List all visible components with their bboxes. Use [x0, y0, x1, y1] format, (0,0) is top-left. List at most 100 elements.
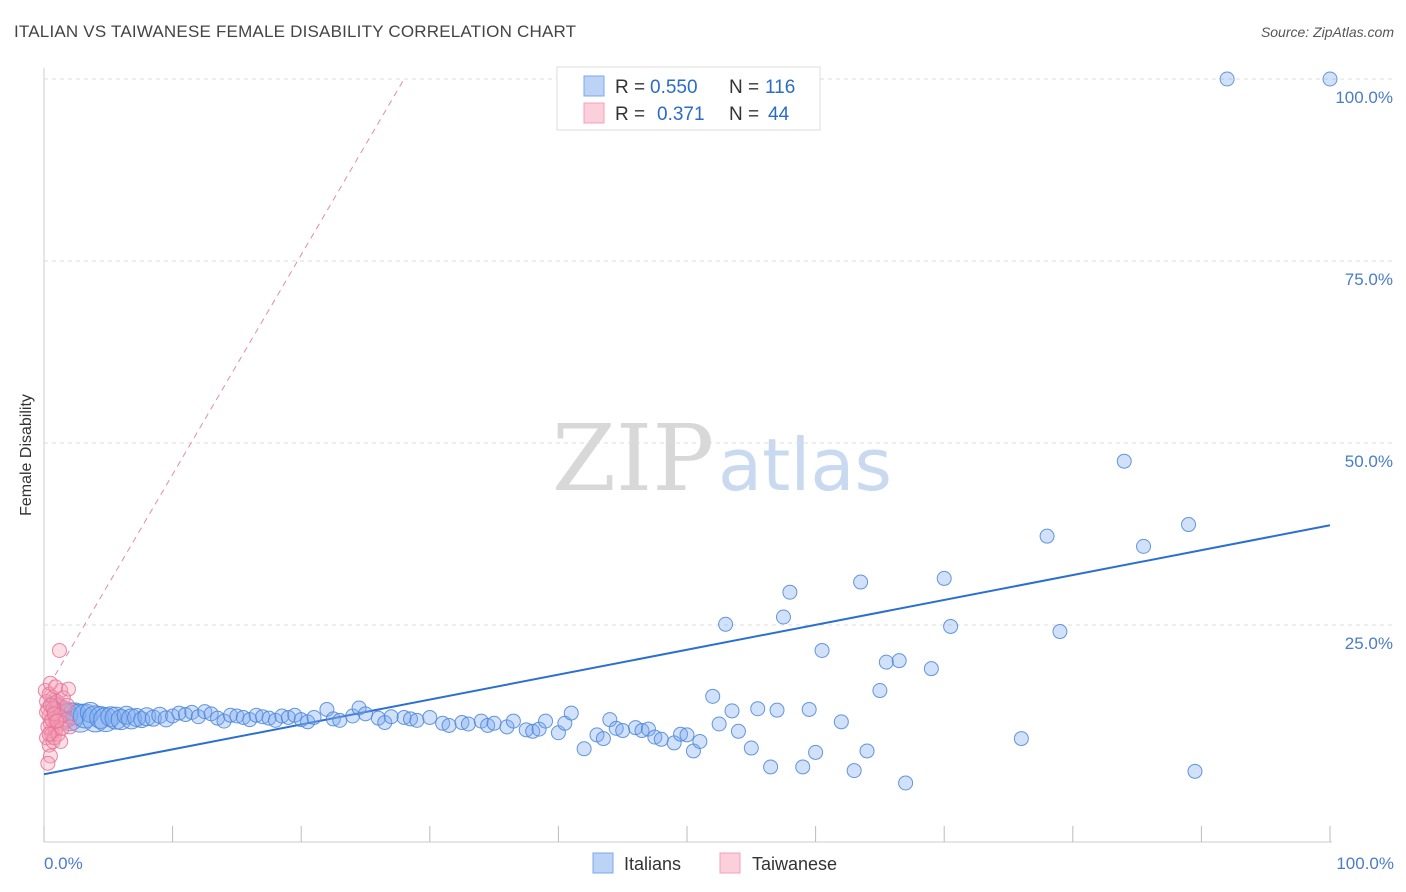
point-italians-120 — [1136, 538, 1152, 554]
point-italians-99 — [775, 609, 791, 625]
point-taiwanese-39 — [42, 697, 58, 713]
y-tick-labels: 25.0% 50.0% 75.0% 100.0% — [1335, 88, 1393, 653]
point-italians-12 — [104, 706, 128, 730]
point-italians-116 — [1013, 731, 1029, 747]
point-italians-112 — [898, 775, 914, 791]
watermark-zip: ZIP — [552, 405, 714, 512]
legend-n-label-2: N = — [729, 104, 759, 125]
point-italians-50 — [358, 706, 373, 722]
point-taiwanese-36 — [59, 697, 75, 713]
point-taiwanese-43 — [49, 713, 65, 729]
legend-r-label-2: R = — [615, 104, 645, 125]
point-italians-98 — [769, 702, 785, 718]
point-italians-56 — [409, 712, 425, 728]
point-italians-110 — [878, 654, 894, 670]
bottom-legend-taiwanese: Taiwanese — [752, 854, 837, 874]
point-italians-123 — [1219, 71, 1235, 87]
point-italians-103 — [808, 744, 824, 760]
point-italians-95 — [743, 740, 759, 756]
point-taiwanese-34 — [41, 726, 57, 742]
point-italians-76 — [595, 731, 611, 747]
point-taiwanese-9 — [40, 755, 56, 771]
point-italians-79 — [615, 723, 631, 739]
point-italians-73 — [563, 705, 579, 721]
trend-line-italians — [43, 524, 1331, 776]
point-italians-119 — [1116, 453, 1132, 469]
watermark-atlas: atlas — [718, 423, 892, 507]
point-italians-121 — [1181, 517, 1197, 533]
point-italians-89 — [692, 733, 708, 749]
point-italians-59 — [441, 717, 457, 733]
point-italians-104 — [814, 642, 830, 658]
point-italians-84 — [653, 731, 669, 747]
point-italians-90 — [705, 688, 721, 704]
point-italians-44 — [306, 709, 322, 725]
point-italians-86 — [673, 726, 689, 742]
point-italians-115 — [943, 618, 959, 634]
point-italians-57 — [422, 709, 438, 725]
legend: R = 0.550 N = 116 R = 0.371 N = 44 — [556, 66, 821, 131]
bottom-legend-swatch-taiwanese — [719, 852, 741, 874]
legend-r-value-1: 0.550 — [650, 77, 698, 98]
point-italians-66 — [505, 713, 521, 729]
point-italians-53 — [383, 709, 399, 725]
trend-lines — [43, 78, 1331, 776]
point-italians-109 — [872, 683, 888, 699]
point-italians-114 — [936, 570, 952, 586]
point-italians-105 — [833, 714, 849, 730]
data-points — [37, 71, 1338, 791]
point-italians-96 — [750, 701, 766, 717]
point-italians-108 — [859, 743, 875, 759]
point-italians-61 — [460, 716, 476, 732]
point-italians-97 — [763, 759, 779, 775]
point-italians-118 — [1052, 624, 1068, 640]
point-taiwanese-31 — [48, 679, 64, 695]
bottom-legend-swatch-italians — [592, 852, 614, 874]
legend-n-label-1: N = — [729, 77, 759, 98]
legend-swatch-italians — [583, 75, 605, 97]
x-tick-label-max: 100.0% — [1336, 854, 1394, 873]
point-italians-91 — [711, 716, 727, 732]
point-italians-102 — [801, 701, 817, 717]
legend-swatch-taiwanese — [583, 102, 605, 124]
point-italians-4 — [63, 702, 87, 726]
legend-r-value-2: 0.371 — [657, 104, 705, 125]
bottom-legend-italians: Italians — [624, 854, 681, 874]
point-taiwanese-42 — [60, 681, 76, 697]
point-italians-106 — [846, 763, 862, 779]
point-italians-113 — [923, 661, 939, 677]
bottom-legend: Italians Taiwanese — [592, 852, 837, 874]
point-italians-70 — [538, 713, 554, 729]
trend-line-taiwanese — [43, 78, 405, 695]
gridlines — [44, 78, 1392, 626]
chart-title: ITALIAN VS TAIWANESE FEMALE DISABILITY C… — [14, 22, 577, 41]
y-tick-label-75: 75.0% — [1345, 270, 1393, 289]
point-italians-111 — [891, 653, 907, 669]
y-tick-label-100: 100.0% — [1335, 88, 1393, 107]
point-italians-124 — [1322, 71, 1338, 87]
point-italians-47 — [332, 712, 348, 728]
legend-n-value-1: 116 — [765, 77, 795, 98]
point-italians-74 — [576, 741, 592, 757]
point-italians-122 — [1187, 763, 1203, 779]
x-tick-label-min: 0.0% — [44, 854, 83, 873]
point-italians-18 — [137, 707, 157, 727]
point-italians-94 — [730, 723, 746, 739]
point-italians-101 — [795, 759, 811, 775]
point-italians-100 — [782, 584, 798, 600]
point-taiwanese-41 — [54, 720, 70, 736]
point-taiwanese-30 — [55, 690, 71, 706]
source-label: Source: ZipAtlas.com — [1260, 24, 1394, 40]
point-italians-107 — [853, 574, 869, 590]
point-italians-87 — [679, 727, 695, 743]
y-tick-label-50: 50.0% — [1345, 452, 1393, 471]
point-italians-64 — [486, 715, 502, 731]
point-taiwanese-38 — [53, 733, 69, 749]
point-italians-93 — [724, 703, 740, 719]
legend-n-value-2: 44 — [768, 104, 790, 125]
legend-r-label-1: R = — [615, 77, 645, 98]
point-taiwanese-33 — [51, 642, 67, 658]
point-italians-117 — [1039, 528, 1055, 544]
point-italians-92 — [718, 616, 734, 632]
